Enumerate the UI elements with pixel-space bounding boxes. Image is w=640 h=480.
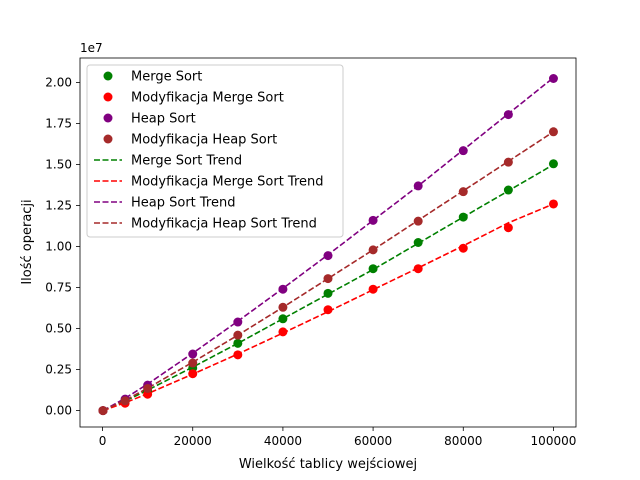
plot-frame: [79, 57, 577, 428]
data-point: [233, 350, 243, 360]
data-point: [98, 406, 108, 416]
legend-label: Modyfikacja Merge Sort Trend: [131, 175, 324, 190]
legend-label: Merge Sort: [131, 70, 202, 85]
data-point: [233, 330, 243, 340]
x-tick-label: 40000: [264, 434, 302, 448]
y-tick-label: 1.25: [45, 199, 72, 213]
data-point: [233, 317, 243, 327]
data-point: [458, 243, 468, 253]
data-point: [323, 251, 333, 261]
data-point: [548, 74, 558, 83]
legend-label: Merge Sort Trend: [131, 154, 242, 169]
y-axis-ticks: 0.00 0.25 0.50 0.75 1.00 1.25 1.50 1.75 2.00: [45, 76, 80, 418]
data-point: [503, 185, 513, 195]
data-point: [548, 159, 558, 169]
data-point: [188, 349, 198, 359]
legend-label: Modyfikacja Heap Sort Trend: [131, 217, 317, 232]
data-point: [143, 383, 153, 393]
data-point: [368, 215, 378, 225]
x-axis-ticks: 0 20000 40000 60000 80000 100000: [99, 427, 577, 448]
data-point: [413, 264, 423, 274]
data-point: [323, 288, 333, 298]
y-tick-label: 2.00: [45, 76, 72, 90]
x-tick-label: 100000: [531, 434, 577, 448]
data-point: [368, 245, 378, 255]
data-point: [323, 274, 333, 284]
legend: Merge Sort Modyfikacja Merge Sort Heap Sor…: [86, 64, 344, 238]
data-point: [458, 187, 468, 197]
legend-label: Heap Sort Trend: [131, 196, 235, 211]
y-tick-label: 1.00: [45, 240, 72, 254]
data-point: [413, 238, 423, 247]
data-point: [503, 157, 513, 167]
y-tick-label: 0.75: [45, 281, 72, 295]
legend-marker: [103, 92, 113, 102]
legend-marker: [103, 71, 113, 81]
x-tick-label: 60000: [354, 434, 392, 448]
y-tick-label: 0.00: [45, 404, 72, 418]
legend-box: [86, 64, 344, 238]
scatter-points: [98, 74, 558, 416]
data-point: [278, 302, 288, 312]
data-point: [503, 223, 513, 233]
data-point: [188, 369, 198, 379]
x-tick-label: 80000: [444, 434, 482, 448]
data-point: [278, 284, 288, 294]
legend-label: Modyfikacja Heap Sort: [131, 133, 277, 148]
x-tick-label: 20000: [174, 434, 212, 448]
legend-label: Heap Sort: [131, 112, 196, 127]
y-offset-label: 1e7: [80, 41, 103, 55]
data-point: [368, 284, 378, 294]
y-tick-label: 1.75: [45, 117, 72, 131]
y-tick-label: 0.25: [45, 363, 72, 377]
data-point: [458, 146, 468, 156]
data-point: [188, 358, 198, 368]
data-point: [503, 110, 513, 120]
data-point: [368, 264, 378, 274]
x-tick-label: 0: [99, 434, 107, 448]
legend-marker: [103, 134, 113, 144]
legend-items: Merge Sort Modyfikacja Merge Sort Heap Sor…: [94, 70, 324, 232]
data-point: [278, 327, 288, 337]
data-point: [120, 396, 130, 406]
y-tick-label: 1.50: [45, 158, 72, 172]
y-axis-label: Ilość operacji: [20, 199, 35, 284]
data-point: [548, 127, 558, 137]
legend-marker: [103, 113, 113, 123]
x-axis-label: Wielkość tablicy wejściowej: [239, 457, 417, 472]
data-point: [278, 314, 288, 324]
data-point: [323, 305, 333, 315]
data-point: [413, 181, 423, 191]
data-point: [458, 212, 468, 222]
y-tick-label: 0.50: [45, 322, 72, 336]
data-point: [233, 338, 243, 348]
data-point: [413, 216, 423, 226]
legend-label: Modyfikacja Merge Sort: [131, 91, 284, 106]
data-point: [548, 199, 558, 209]
